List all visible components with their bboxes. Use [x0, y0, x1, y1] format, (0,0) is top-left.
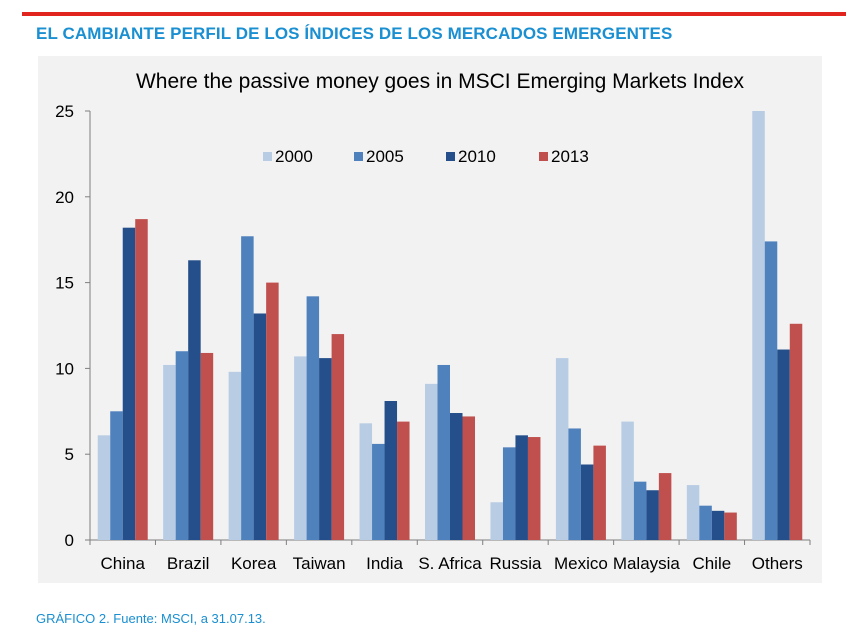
- bar-2000-malaysia: [621, 421, 634, 540]
- x-tick-label: Chile: [692, 554, 731, 573]
- bar-2000-korea: [228, 371, 242, 540]
- bar-2005-china: [110, 411, 123, 540]
- bar-2005-taiwan: [306, 296, 320, 540]
- y-tick-label: 5: [65, 445, 74, 464]
- y-tick-label: 25: [55, 102, 74, 121]
- chart-bars: [97, 111, 803, 541]
- legend-swatch-2005: [354, 152, 363, 161]
- bar-2000-s-africa: [425, 383, 438, 540]
- bar-2010-malaysia: [646, 490, 659, 540]
- bar-2010-china: [122, 227, 136, 541]
- bar-2010-india: [384, 401, 398, 540]
- bar-2013-others: [789, 323, 803, 540]
- legend-swatch-2000: [263, 152, 272, 161]
- bar-2000-mexico: [555, 358, 569, 540]
- bar-2013-malaysia: [658, 473, 672, 540]
- bar-2000-taiwan: [294, 356, 307, 540]
- bar-2000-india: [359, 423, 373, 540]
- bar-2010-others: [777, 349, 790, 540]
- bar-2000-others: [752, 111, 765, 540]
- bar-2005-korea: [241, 236, 254, 540]
- x-tick-label: Brazil: [167, 554, 210, 573]
- bar-2010-s-africa: [450, 413, 463, 540]
- bar-2010-chile: [711, 510, 725, 540]
- bar-2000-brazil: [163, 364, 176, 540]
- legend-label-2010: 2010: [458, 147, 496, 166]
- legend-label-2000: 2000: [275, 147, 313, 166]
- x-tick-label: Mexico: [554, 554, 608, 573]
- bar-2000-china: [97, 435, 111, 540]
- bar-2000-russia: [490, 502, 503, 540]
- bar-2013-mexico: [593, 445, 606, 540]
- bar-2013-s-africa: [462, 416, 475, 540]
- legend-swatch-2013: [539, 152, 548, 161]
- bar-2005-chile: [699, 505, 712, 540]
- x-tick-label: Taiwan: [293, 554, 346, 573]
- y-tick-label: 15: [55, 274, 74, 293]
- x-tick-label: S. Africa: [418, 554, 482, 573]
- chart-title: Where the passive money goes in MSCI Eme…: [136, 70, 745, 93]
- x-tick-label: China: [101, 554, 146, 573]
- bar-2013-china: [135, 219, 148, 540]
- bar-2005-brazil: [175, 351, 189, 540]
- y-tick-label: 20: [55, 188, 74, 207]
- x-tick-label: Russia: [489, 554, 542, 573]
- source-caption: GRÁFICO 2. Fuente: MSCI, a 31.07.13.: [36, 611, 266, 626]
- bar-2005-india: [372, 443, 385, 540]
- bar-2010-korea: [253, 313, 267, 540]
- y-tick-label: 10: [55, 359, 74, 378]
- y-tick-label: 0: [65, 531, 74, 550]
- chart-axes: 0 5 10 15 20 25 China Brazil Korea Taiwan India S. …: [55, 102, 811, 573]
- x-tick-label: India: [366, 554, 403, 573]
- bar-2013-chile: [724, 512, 737, 540]
- x-tick-label: Others: [752, 554, 803, 573]
- bar-2013-india: [397, 421, 410, 540]
- bar-2010-russia: [515, 435, 528, 540]
- bar-2013-taiwan: [331, 334, 345, 540]
- bar-2010-mexico: [580, 464, 594, 540]
- bar-2013-korea: [266, 282, 279, 540]
- bar-2005-malaysia: [633, 481, 647, 540]
- bar-2010-taiwan: [319, 358, 332, 540]
- legend-label-2005: 2005: [366, 147, 404, 166]
- bar-2005-russia: [502, 447, 516, 540]
- bar-2010-brazil: [188, 260, 201, 540]
- top-rule: [22, 12, 846, 16]
- bar-2005-others: [764, 241, 778, 540]
- bar-2000-chile: [686, 485, 700, 540]
- chart-legend: 2000 2005 2010 2013: [263, 147, 589, 166]
- bar-2005-mexico: [568, 428, 581, 540]
- legend-label-2013: 2013: [551, 147, 589, 166]
- bar-chart: Where the passive money goes in MSCI Eme…: [55, 70, 811, 573]
- page-title: EL CAMBIANTE PERFIL DE LOS ÍNDICES DE LO…: [36, 24, 673, 43]
- legend-swatch-2010: [446, 152, 455, 161]
- x-tick-label: Korea: [231, 554, 277, 573]
- bar-2013-brazil: [200, 352, 214, 540]
- x-tick-label: Malaysia: [613, 554, 681, 573]
- bar-2013-russia: [527, 437, 541, 540]
- chart-panel: Where the passive money goes in MSCI Eme…: [38, 56, 822, 583]
- bar-2005-s-africa: [437, 364, 450, 540]
